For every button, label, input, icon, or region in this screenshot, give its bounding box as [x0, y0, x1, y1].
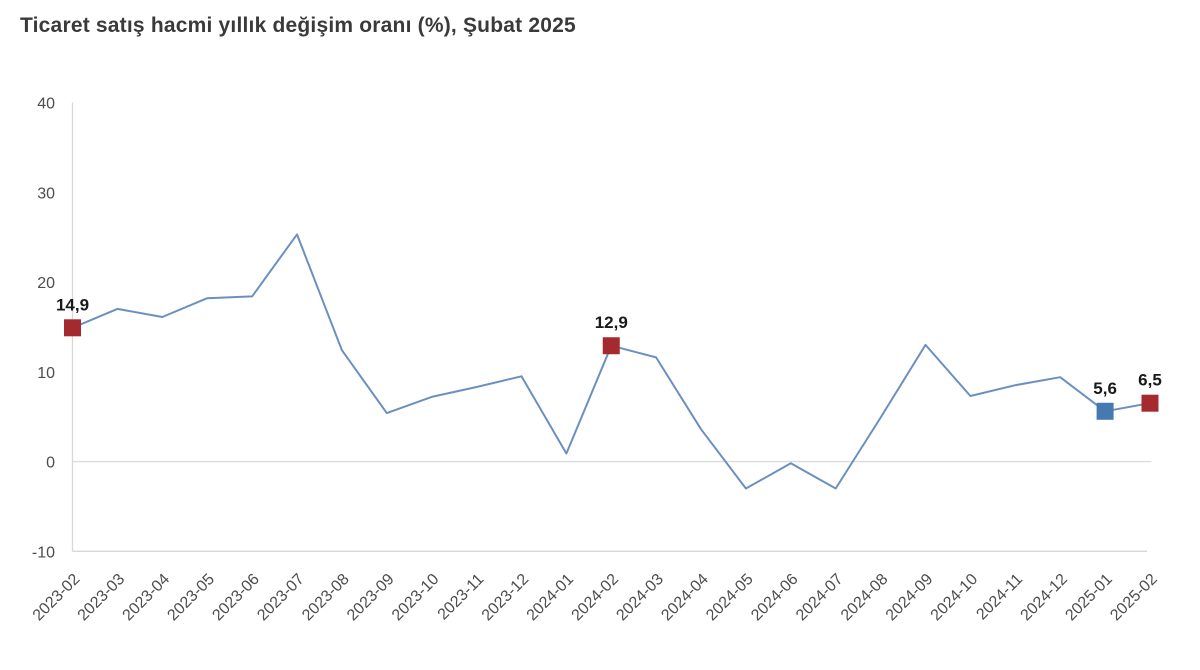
- x-tick-label: 2023-11: [435, 571, 488, 624]
- x-tick-label: 2024-07: [793, 571, 847, 625]
- x-tick-label: 2025-02: [1107, 571, 1161, 625]
- x-tick-label: 2023-06: [209, 571, 263, 625]
- x-tick-label: 2024-11: [973, 571, 1026, 624]
- x-tick-label: 2023-05: [164, 571, 218, 625]
- y-tick-label: 20: [37, 275, 55, 292]
- x-tick-label: 2023-04: [120, 571, 174, 625]
- highlight-marker-2025-02: [1141, 394, 1159, 412]
- x-tick-label: 2024-05: [703, 571, 757, 625]
- data-label-2025-02: 6,5: [1138, 371, 1162, 390]
- x-tick-label: 2023-03: [75, 571, 129, 625]
- data-label-2025-01: 5,6: [1093, 379, 1117, 398]
- x-tick-label: 2024-12: [1017, 571, 1071, 625]
- y-tick-label: 40: [37, 96, 55, 113]
- trend-line: [71, 233, 1151, 490]
- x-tick-label: 2024-10: [928, 571, 982, 625]
- x-tick-label: 2023-07: [254, 571, 308, 625]
- y-tick-label: 0: [46, 455, 55, 472]
- data-label-2024-02: 12,9: [595, 313, 628, 332]
- x-tick-label: 2023-10: [389, 571, 443, 625]
- x-tick-label: 2023-02: [30, 571, 84, 625]
- data-label-2023-02: 14,9: [56, 295, 89, 314]
- x-tick-label: 2025-01: [1062, 571, 1116, 625]
- highlight-marker-2025-01: [1096, 402, 1114, 420]
- x-tick-label: 2024-08: [838, 571, 892, 625]
- x-tick-label: 2024-04: [658, 571, 712, 625]
- x-tick-label: 2024-02: [569, 571, 623, 625]
- x-tick-label: 2023-08: [299, 571, 353, 625]
- y-tick-label: -10: [32, 544, 55, 561]
- x-tick-label: 2023-12: [479, 571, 533, 625]
- x-tick-label: 2024-01: [524, 571, 578, 625]
- x-tick-label: 2024-06: [748, 571, 802, 625]
- highlight-marker-2024-02: [602, 337, 620, 355]
- chart-title: Ticaret satış hacmi yıllık değişim oranı…: [20, 14, 576, 37]
- y-tick-label: 10: [37, 365, 55, 382]
- x-tick-label: 2024-03: [613, 571, 667, 625]
- x-tick-label: 2024-09: [883, 571, 937, 625]
- x-tick-label: 2023-09: [344, 571, 398, 625]
- y-tick-label: 30: [37, 185, 55, 202]
- highlight-marker-2023-02: [64, 319, 81, 337]
